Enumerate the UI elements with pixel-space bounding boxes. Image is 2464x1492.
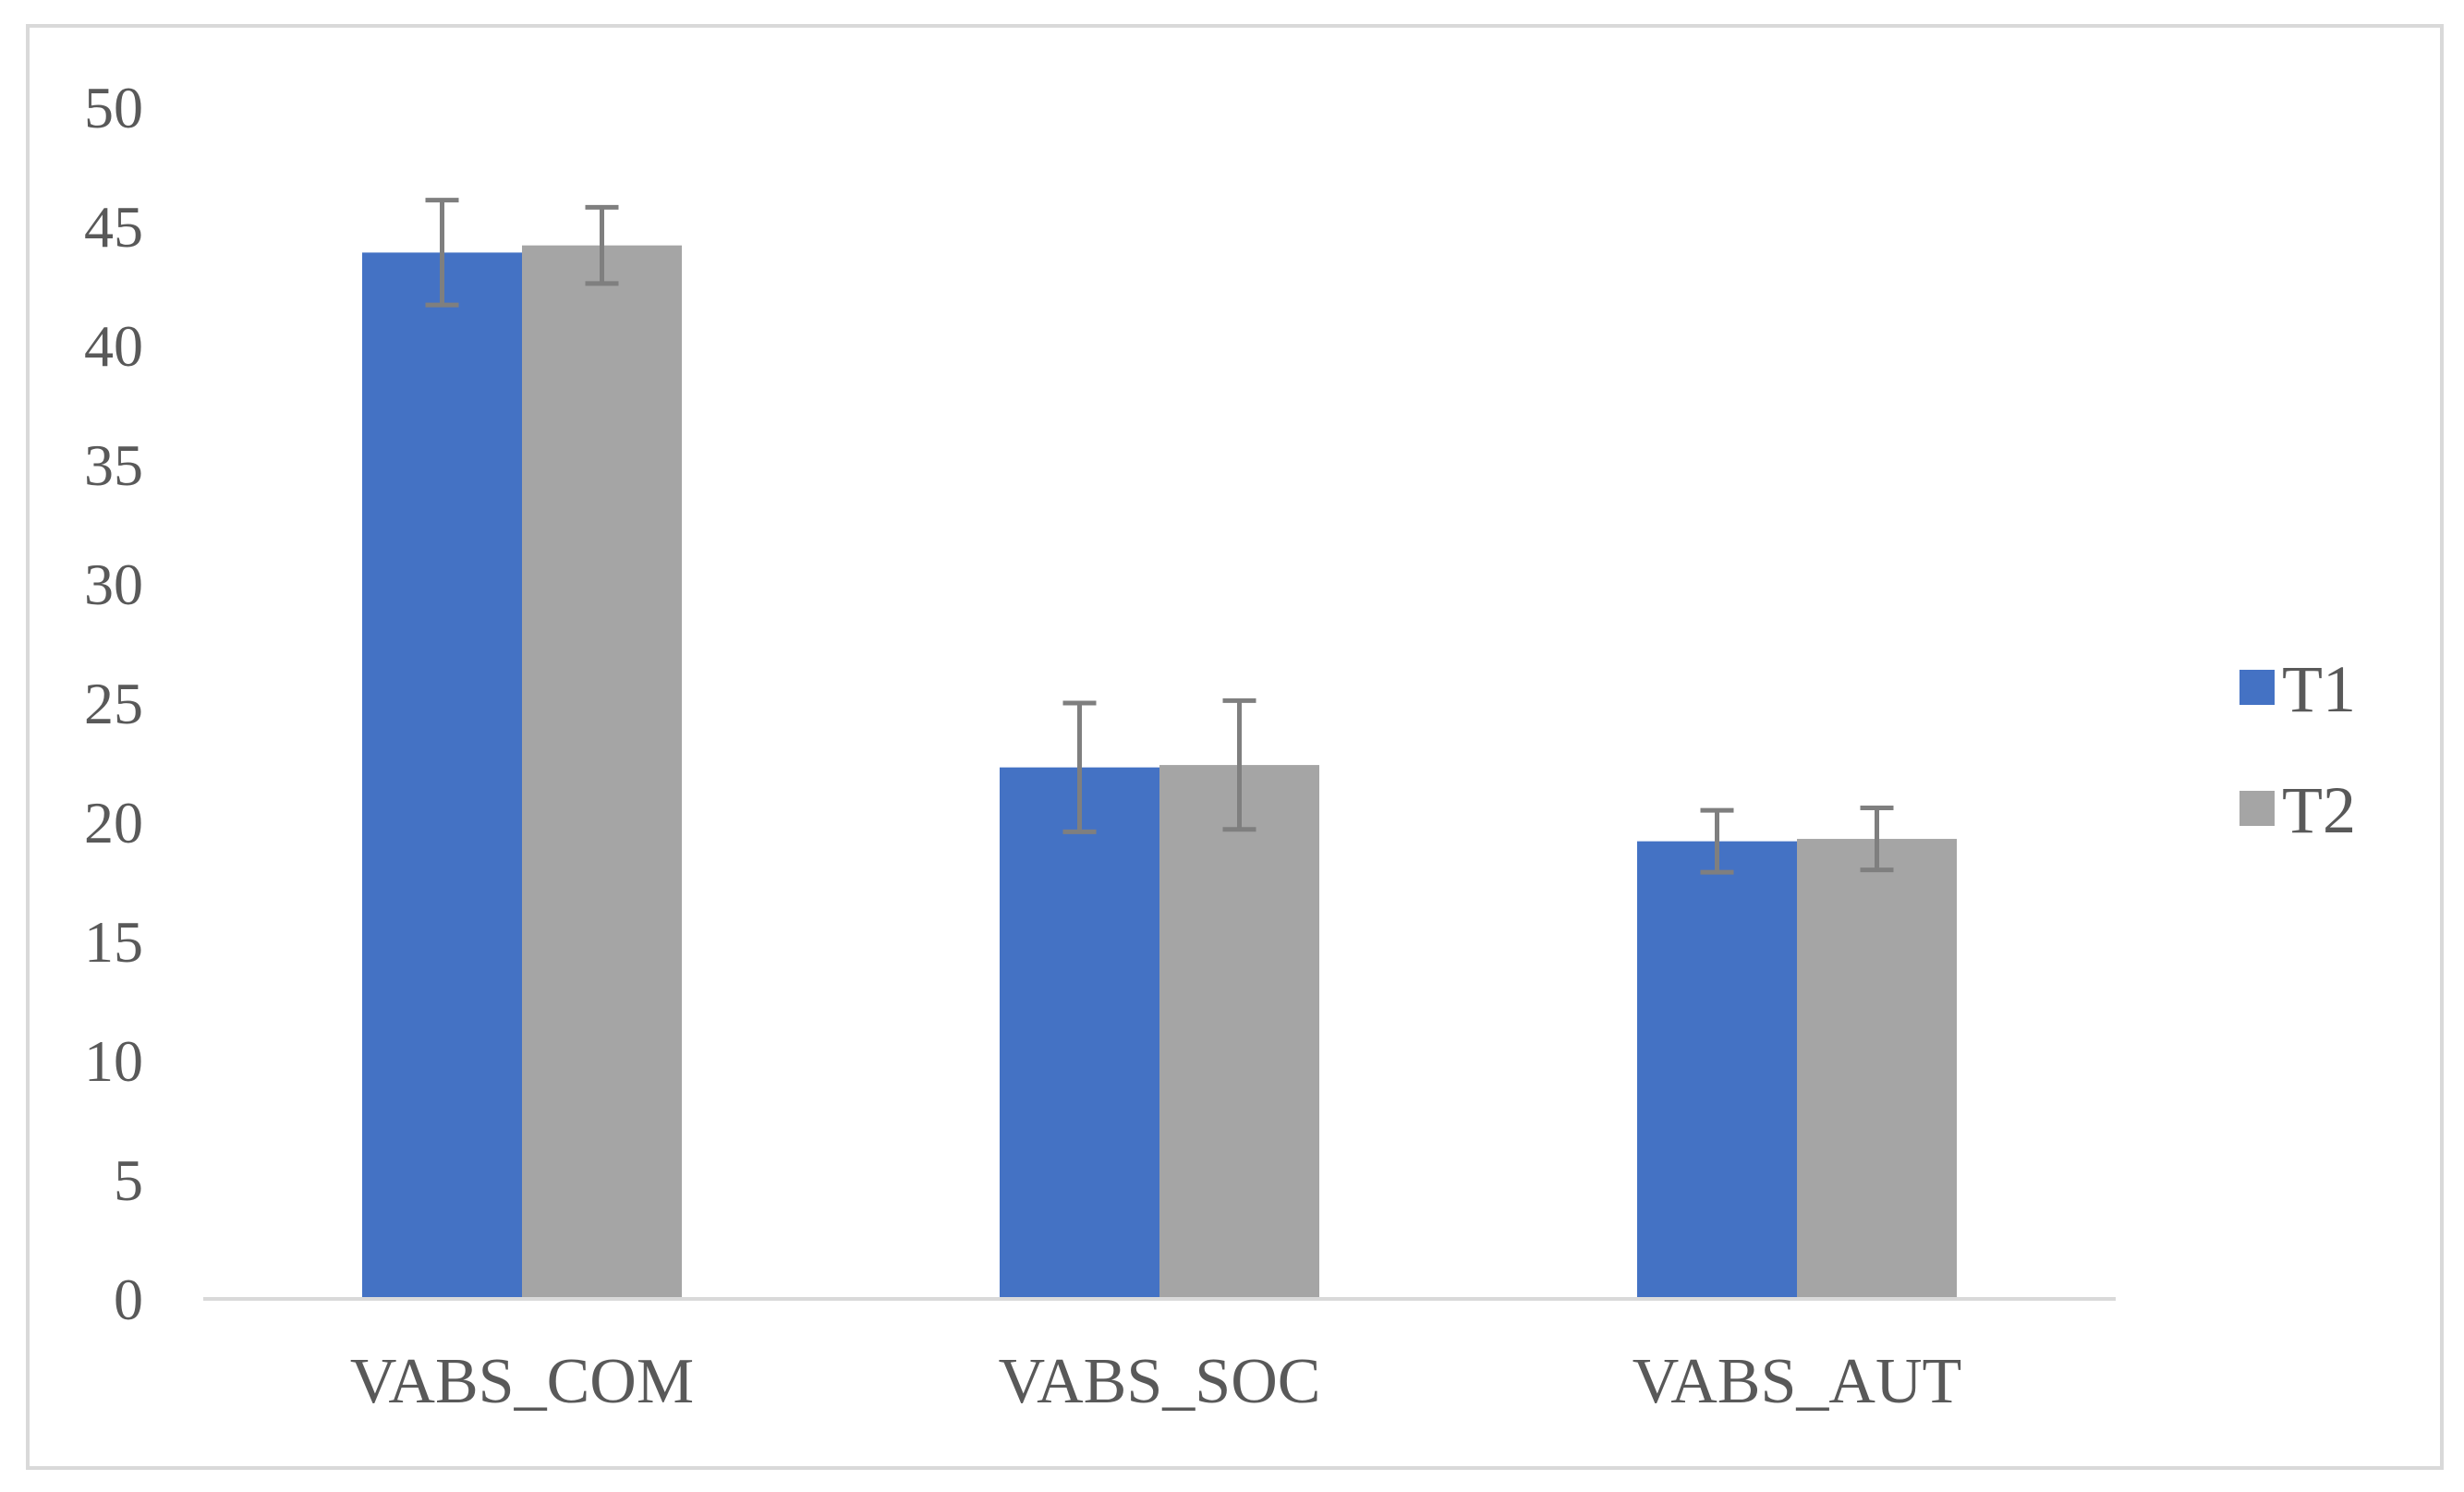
legend-label-t1: T1 <box>2282 652 2356 726</box>
y-tick-label: 20 <box>84 790 143 855</box>
x-category-label: VABS_AUT <box>1633 1346 1962 1417</box>
x-axis-labels: VABS_COM VABS_SOC VABS_AUT <box>350 1346 1961 1417</box>
y-tick-label: 0 <box>114 1267 143 1332</box>
error-bars <box>425 198 1894 875</box>
bar-t1-vabs_aut <box>1637 841 1797 1299</box>
bar-t2-vabs_aut <box>1797 839 1957 1299</box>
y-tick-label: 45 <box>84 194 143 260</box>
bar-t1-vabs_com <box>362 252 522 1299</box>
y-tick-label: 30 <box>84 552 143 617</box>
legend: T1 T2 <box>2239 652 2356 847</box>
y-tick-label: 15 <box>84 909 143 975</box>
y-tick-label: 5 <box>114 1147 143 1213</box>
y-tick-label: 25 <box>84 671 143 736</box>
y-tick-label: 50 <box>84 75 143 140</box>
x-category-label: VABS_SOC <box>999 1346 1321 1417</box>
y-tick-label: 35 <box>84 432 143 498</box>
legend-swatch-t2 <box>2239 791 2275 826</box>
y-axis-ticks: 0 5 10 15 20 25 30 35 40 45 50 <box>84 75 143 1332</box>
legend-label-t2: T2 <box>2282 773 2356 847</box>
legend-swatch-t1 <box>2239 670 2275 705</box>
bar-t2-vabs_com <box>522 245 682 1299</box>
y-tick-label: 40 <box>84 313 143 379</box>
y-tick-label: 10 <box>84 1028 143 1094</box>
x-category-label: VABS_COM <box>350 1346 694 1417</box>
bar-t2-vabs_soc <box>1159 765 1319 1299</box>
bars <box>362 245 1957 1299</box>
bar-t1-vabs_soc <box>1000 767 1159 1299</box>
